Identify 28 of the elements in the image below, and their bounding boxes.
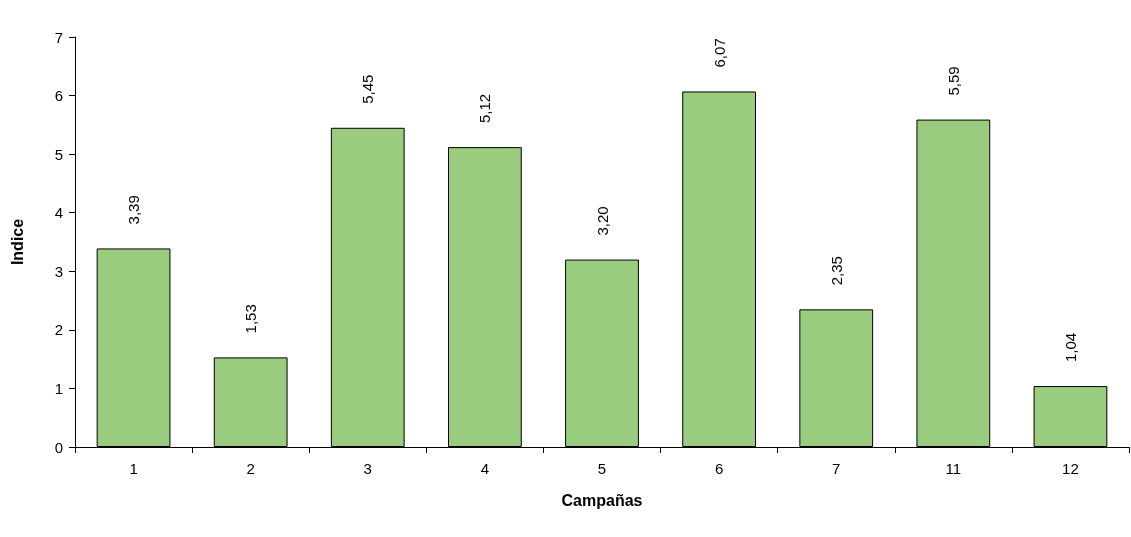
x-tick-label: 6 [714, 460, 724, 477]
data-label: 1,53 [242, 304, 260, 334]
y-tick-label: 6 [54, 87, 63, 105]
x-tick-label: 12 [1062, 460, 1079, 477]
y-tick-label: 5 [54, 145, 63, 163]
x-tick-label: 5 [597, 460, 607, 477]
x-tick-label: 4 [480, 460, 490, 477]
y-axis-title: Indice [8, 218, 26, 266]
x-tick-label: 7 [832, 460, 841, 477]
y-tick-label: 7 [54, 28, 63, 46]
x-tick-label: 1 [129, 460, 138, 477]
data-label: 3,39 [125, 195, 143, 225]
y-tick-label: 2 [54, 321, 63, 339]
x-tick-label: 11 [945, 460, 962, 477]
y-tick-label: 1 [54, 379, 63, 397]
data-label: 1,04 [1061, 332, 1079, 363]
y-tick-label: 4 [54, 204, 63, 222]
y-tick-label: 0 [54, 438, 63, 456]
data-label: 5,45 [359, 74, 377, 104]
x-tick-label: 3 [363, 460, 372, 477]
data-label: 2,35 [827, 256, 845, 286]
data-label: 5,12 [476, 93, 494, 124]
data-label: 5,59 [944, 66, 962, 96]
x-tick-label: 2 [246, 460, 255, 477]
y-tick-label: 3 [54, 262, 63, 280]
data-label: 6,07 [710, 38, 728, 68]
x-axis-title: Campañas [561, 491, 643, 509]
data-label: 3,20 [593, 206, 611, 236]
